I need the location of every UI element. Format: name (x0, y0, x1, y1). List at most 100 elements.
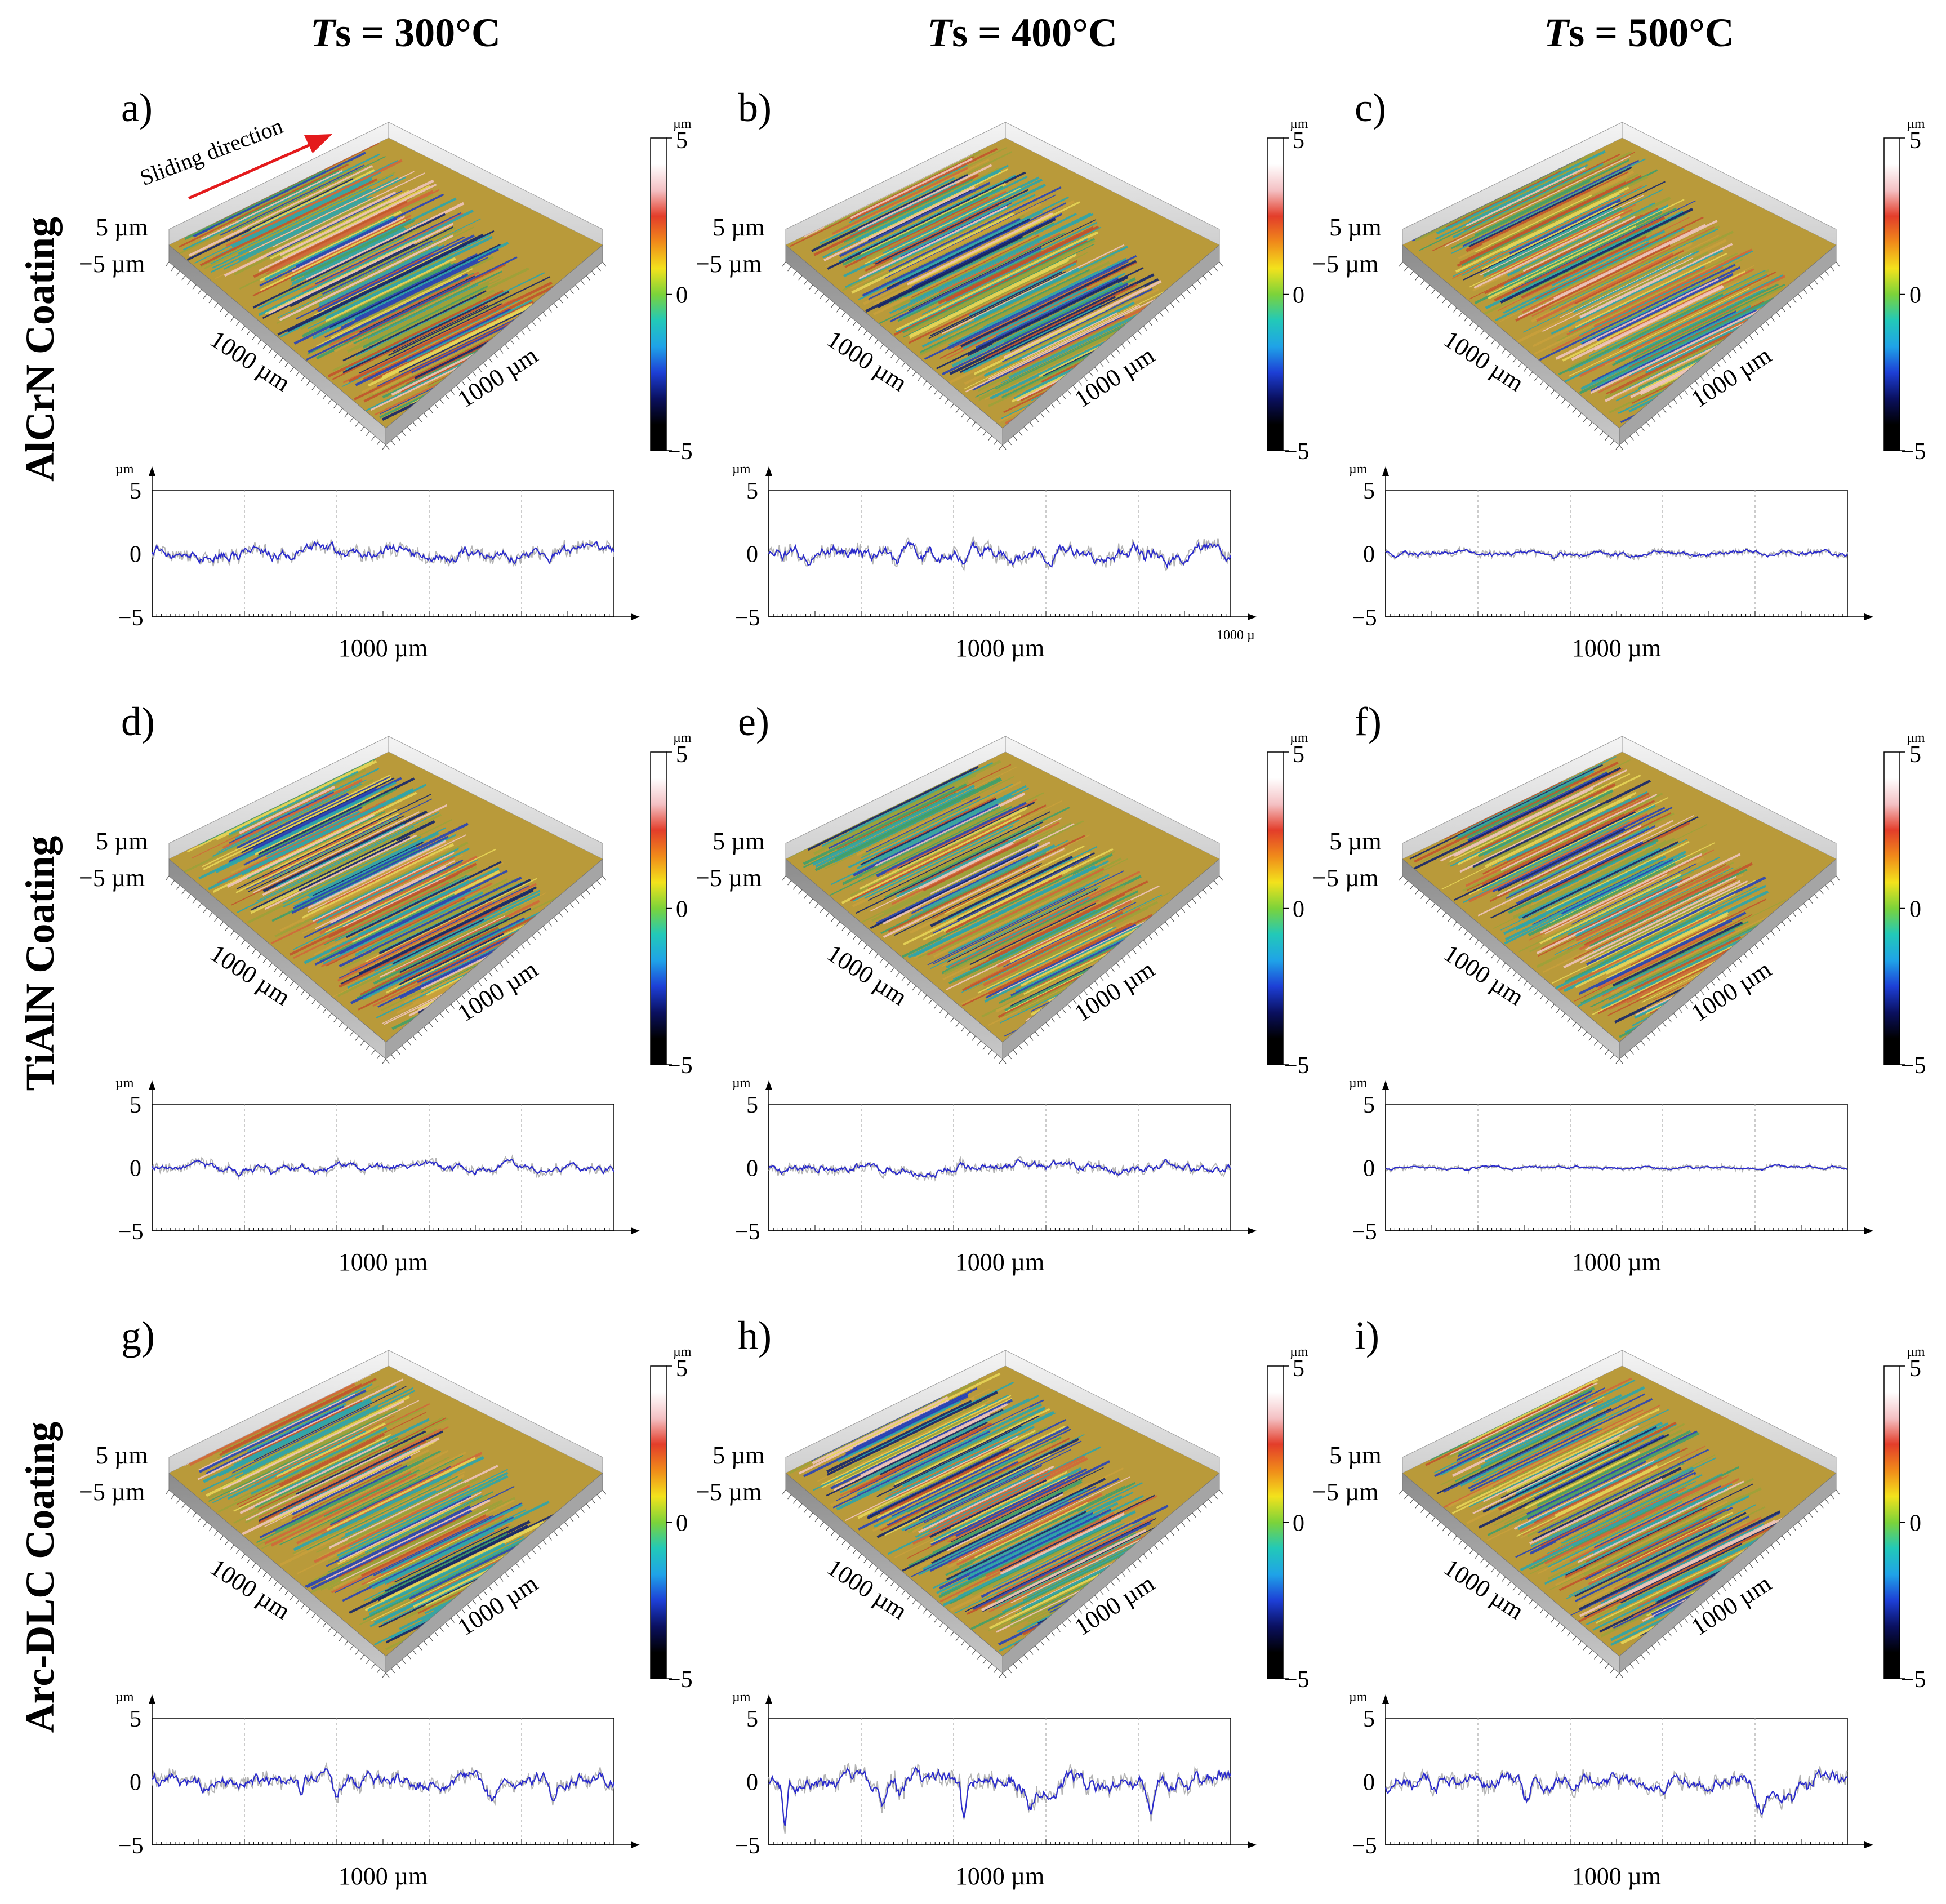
profile-mean-line (1384, 1769, 1848, 1816)
surface-stripe (1547, 1462, 1685, 1531)
surface-stripe (293, 846, 417, 908)
surface-stripe (876, 843, 1039, 925)
surface-stripe (932, 1479, 1083, 1554)
surface-stripe (940, 846, 1098, 924)
z-axis-bottom-label: −5 µm (79, 1478, 145, 1506)
surface-stripe (956, 1493, 1102, 1566)
surface-stripe (1520, 1492, 1678, 1572)
surface-stripe (988, 304, 1141, 380)
surface-stripe (1588, 1523, 1713, 1586)
axis-tick (1684, 390, 1688, 395)
axis-tick (1165, 1535, 1169, 1541)
profile-y-tick-label: 0 (1363, 542, 1375, 568)
axis-tick (494, 353, 498, 358)
axis-tick (532, 1549, 536, 1554)
surface-stripe (814, 778, 1003, 871)
axis-tick (955, 1022, 960, 1027)
surface-stripe (259, 1465, 408, 1538)
axis-tick (586, 1503, 590, 1509)
axis-tick (1534, 990, 1539, 995)
axis-tick (858, 940, 862, 945)
axis-tick (445, 394, 449, 399)
axis-tick (1771, 1545, 1775, 1550)
profile-x-label: 1000 µm (955, 1862, 1045, 1890)
surface-stripe (924, 1465, 1043, 1524)
surface-stripe (975, 277, 1119, 349)
surface-stripe (907, 865, 1096, 959)
surface-stripe (843, 178, 973, 243)
surface-stripe (1449, 790, 1580, 856)
axis-tick (804, 280, 808, 285)
surface-top-face (1402, 1366, 1836, 1656)
surface-stripe (893, 236, 1039, 309)
axis-tick (1782, 307, 1786, 313)
axis-tick (1148, 935, 1153, 940)
surface-stripe (300, 859, 430, 923)
axis-tick (1738, 344, 1743, 349)
surface-stripe (875, 189, 1028, 265)
surface-top-face (786, 138, 1219, 428)
axis-tick (1512, 358, 1517, 363)
colorbar-scale (650, 137, 667, 451)
surface-stripe (1600, 1523, 1765, 1605)
axis-tick (1594, 1040, 1598, 1046)
surface-stripe (1466, 167, 1586, 227)
axis-tick (928, 385, 933, 390)
axis-tick (1399, 261, 1403, 267)
surface-stripe (346, 861, 502, 938)
surface-stripe (241, 784, 427, 875)
surface-stripe (1420, 759, 1631, 863)
axis-tick (1083, 990, 1088, 995)
surface-stripe (252, 213, 446, 309)
axis-tick (1181, 907, 1186, 913)
surface-stripe (909, 253, 1077, 337)
profile-y-tick-label: 0 (1363, 1156, 1375, 1182)
surface-stripe (367, 284, 479, 339)
surface-stripe (258, 777, 415, 856)
surface-stripe (914, 860, 1110, 958)
surface-stripe (254, 792, 381, 856)
axis-tick (602, 261, 607, 267)
axis-tick (787, 266, 792, 272)
surface-stripe (1465, 804, 1593, 868)
surface-stripe (1010, 909, 1118, 963)
axis-tick (521, 944, 526, 950)
surface-stripe (1575, 885, 1678, 937)
surface-stripe (823, 150, 981, 229)
axis-tick (1695, 994, 1699, 1000)
surface-stripe (923, 1473, 1034, 1529)
surface-stripe (381, 302, 533, 379)
surface-stripe (184, 169, 327, 241)
axis-tick (955, 1636, 960, 1641)
panel-label: e) (738, 699, 769, 744)
axis-tick (1159, 312, 1164, 317)
surface-stripe (932, 865, 1040, 919)
z-axis-top-label: 5 µm (96, 213, 148, 241)
axis-tick (203, 1522, 207, 1527)
axis-tick (831, 1531, 835, 1536)
axis-tick (306, 380, 310, 386)
surface-stripe (855, 175, 1028, 261)
surface-stripe (1444, 155, 1631, 247)
surface-stripe (212, 161, 351, 230)
axis-tick (311, 999, 316, 1004)
surface-stripe (310, 1509, 481, 1594)
surface-stripe (381, 296, 513, 362)
axis-tick (885, 1577, 889, 1582)
surface-stripe (1615, 1512, 1750, 1579)
profile-y-tick-label: 5 (1363, 1092, 1375, 1118)
surface-stripe (803, 783, 967, 865)
axis-tick (1219, 261, 1223, 267)
surface-stripe (368, 307, 528, 387)
surface-stripe (284, 214, 412, 278)
axis-tick (1700, 990, 1704, 995)
surface-stripe (836, 1399, 1044, 1502)
surface-stripe (1455, 1408, 1660, 1509)
axis-tick (581, 894, 585, 899)
axis-tick (1641, 1040, 1645, 1046)
axis-tick (928, 1613, 933, 1618)
surface-stripe (215, 798, 366, 873)
